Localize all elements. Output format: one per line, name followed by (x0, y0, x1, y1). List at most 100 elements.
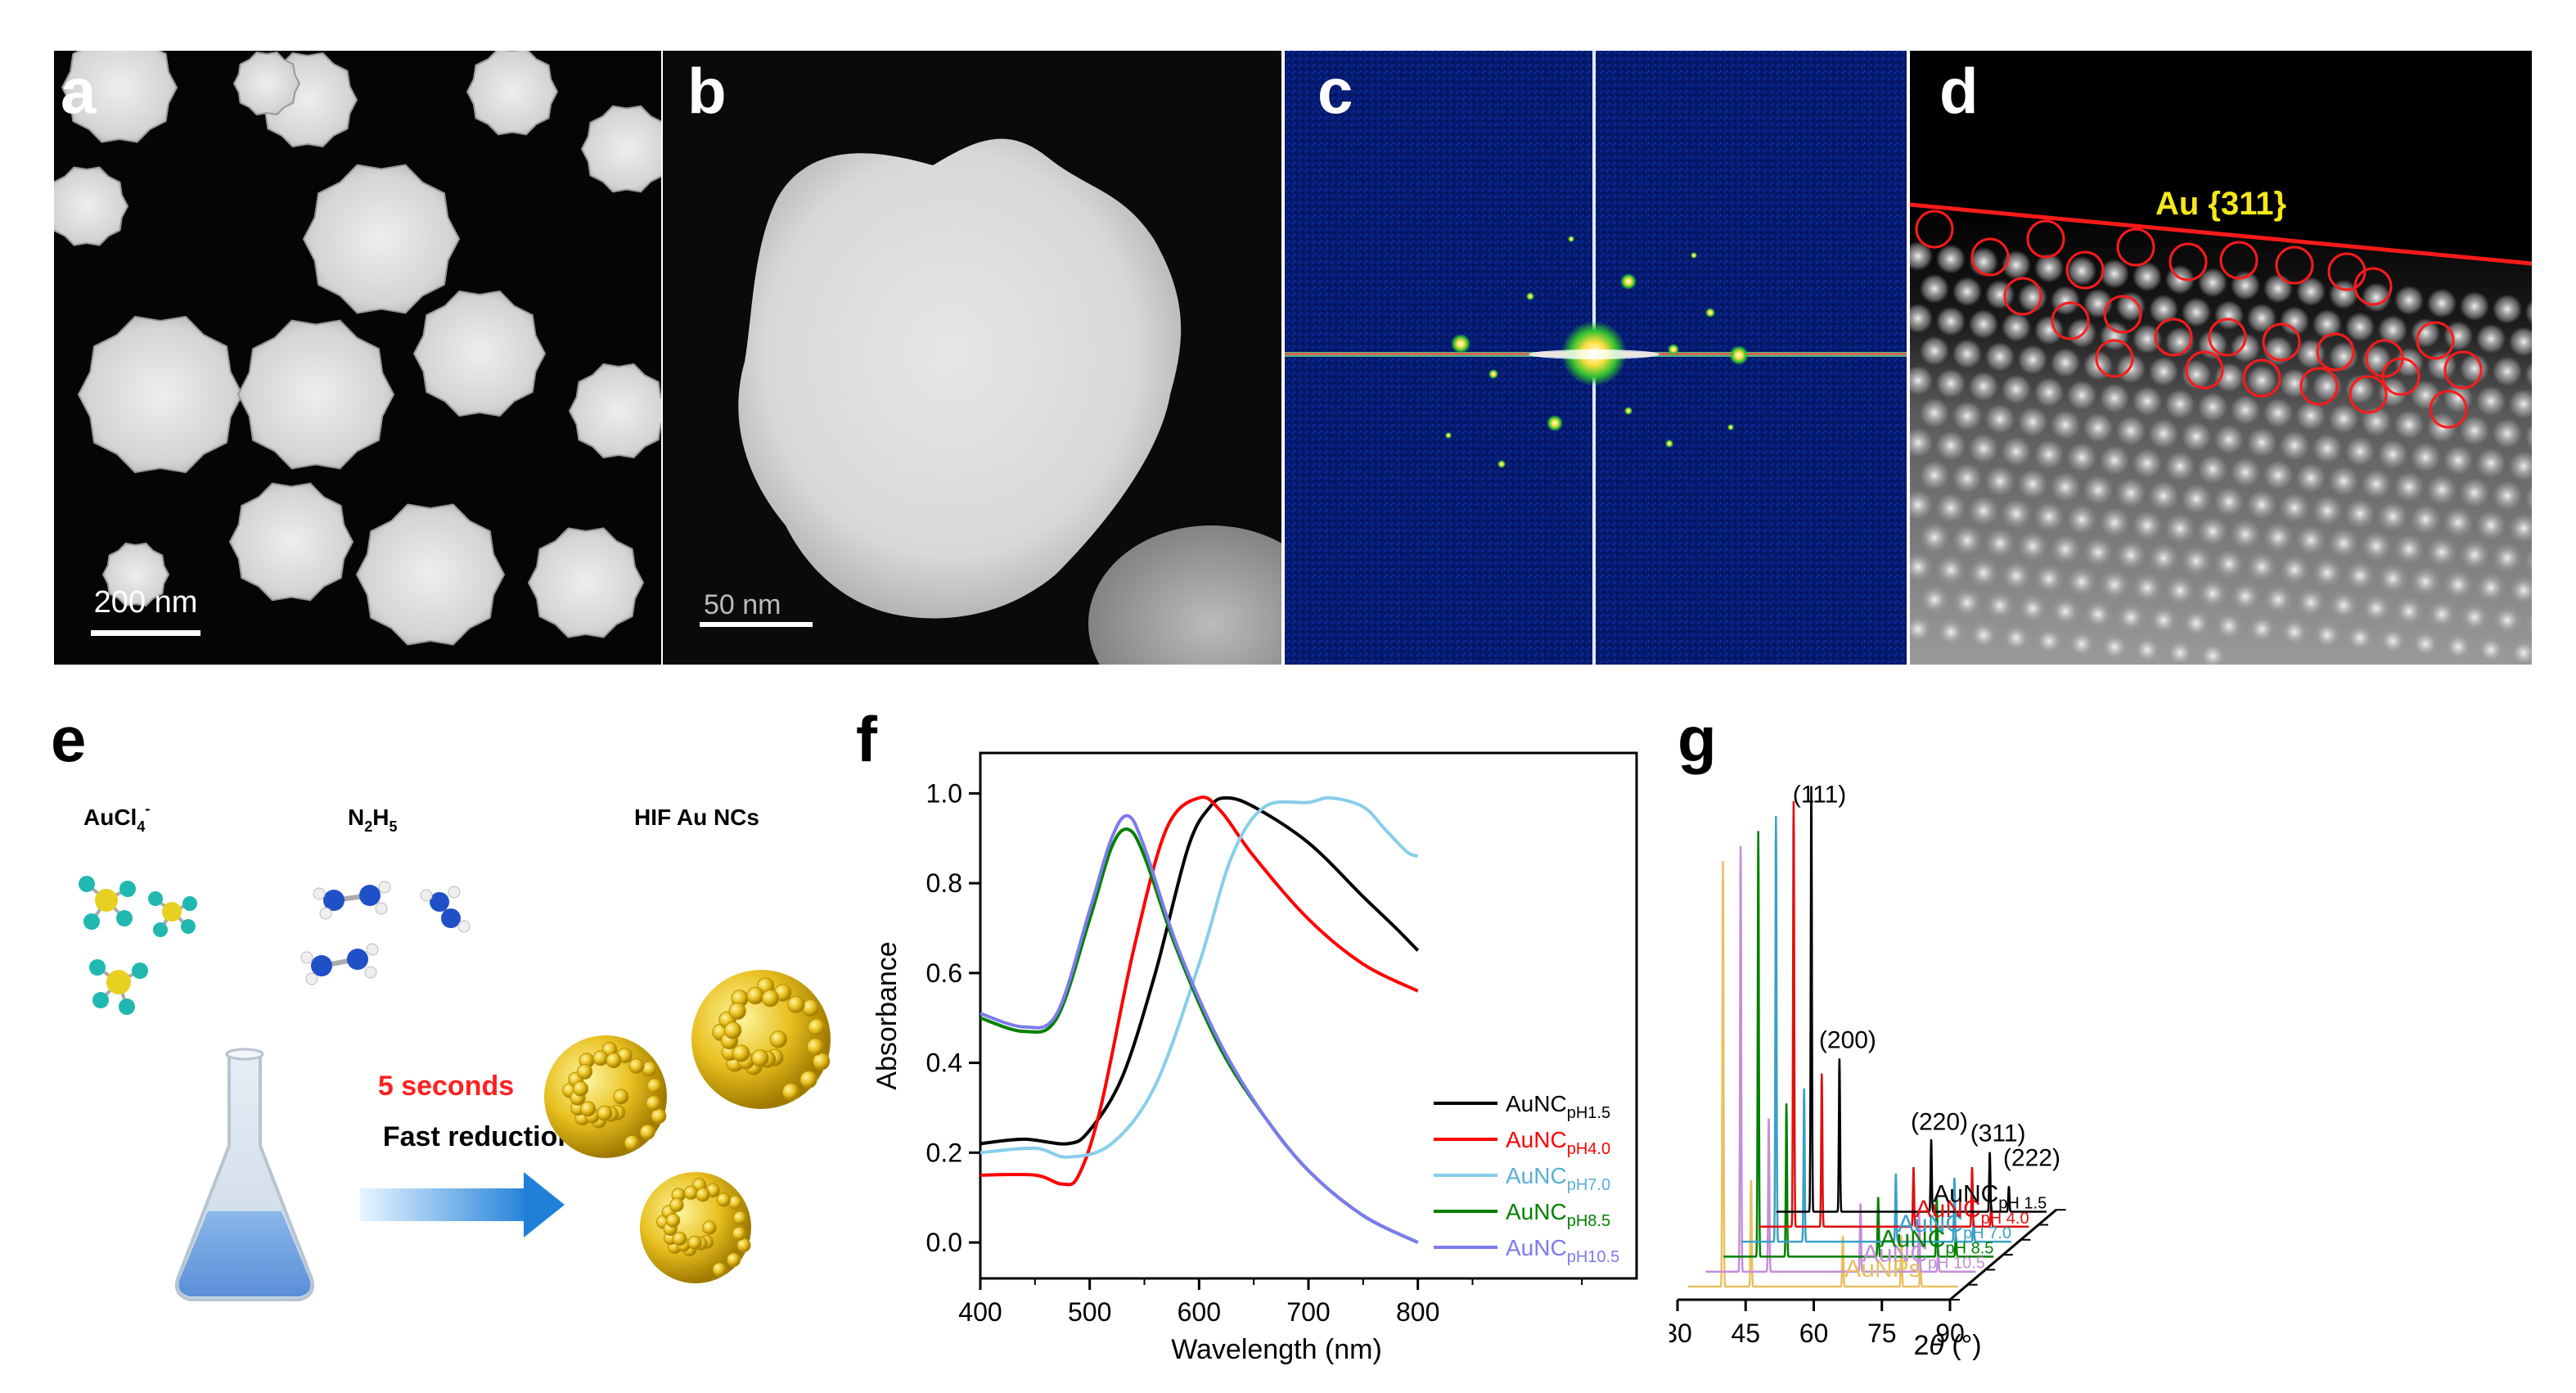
atom-marker-circle (2065, 250, 2105, 290)
atom-column (2198, 516, 2227, 547)
atom-column (2149, 418, 2178, 449)
atom-column (1920, 273, 1949, 304)
atom-column (2231, 270, 2260, 300)
atom-column (2182, 422, 2211, 452)
atom-marker-circle (2242, 358, 2281, 398)
xrd-pattern-pH-4-0 (1759, 800, 2029, 1228)
atom-column (1903, 489, 1933, 520)
atom-column (2263, 273, 2293, 304)
peak-label: (311) (1970, 1120, 2026, 1147)
fft-spot (1620, 273, 1637, 290)
atom-column (2198, 641, 2227, 671)
atom-marker-circle (2051, 301, 2090, 340)
atom-column (2002, 312, 2031, 342)
nanoparticle (580, 105, 673, 193)
xrd-series-label: AuNCpH 8.5 (1880, 1225, 1993, 1257)
scalebar-a (91, 630, 200, 636)
atom-column (1952, 339, 1982, 369)
atom-column (2083, 537, 2113, 567)
atom-column (1920, 336, 1949, 366)
peak-label: (222) (2003, 1145, 2060, 1172)
atom-column (2231, 332, 2260, 363)
atom-column (2018, 407, 2047, 437)
series-line-pH4-0 (980, 796, 1419, 1187)
atom-column (1985, 403, 2015, 434)
atom-column (2329, 466, 2358, 496)
atom-column (2051, 597, 2080, 627)
atom-column (1920, 584, 1949, 615)
atom-column (2263, 522, 2293, 552)
atom-column (2002, 561, 2031, 591)
atom-column (2493, 418, 2522, 449)
nanoparticle (232, 51, 301, 116)
atom-column (2263, 398, 2293, 428)
atom-column (2476, 634, 2506, 665)
reagent-aucl4-label: AuCl4- (83, 800, 150, 835)
atom-column (2198, 579, 2227, 609)
atom-column (2280, 306, 2309, 336)
atom-column (1952, 588, 1982, 618)
series-line-pH8-5 (980, 827, 1419, 1244)
flask-illustration (174, 1048, 315, 1301)
atom-column (2362, 469, 2391, 499)
atom-column (2182, 484, 2211, 514)
atom-column (2509, 327, 2538, 357)
x-axis-label-f: Wavelength (nm) (1171, 1334, 1382, 1365)
atom-column (2411, 629, 2440, 659)
atom-column (2345, 623, 2375, 653)
atom-marker-circle (2416, 321, 2455, 360)
atom-column (2132, 511, 2162, 541)
atom-column (2509, 389, 2538, 419)
atom-column (2394, 534, 2424, 564)
nanoparticle (568, 363, 669, 459)
atom-marker-circle (2381, 357, 2421, 396)
nanoparticle (236, 319, 395, 470)
atom-column (1936, 368, 1966, 399)
panel-f-uvvis-chart: f 400 500 600 700 800 0.0 0.2 0.4 0.6 0.8 1.0 AuNC… (851, 704, 1669, 1383)
atom-column (2378, 626, 2407, 656)
x-tick-label-g: 60 (1799, 1319, 1829, 1348)
fft-spot (1445, 432, 1452, 439)
atom-column (1903, 241, 1933, 271)
y-axis-label-f: Absorbance (871, 941, 903, 1089)
atom-marker-circle (2095, 339, 2134, 378)
atom-column (2280, 493, 2309, 523)
atom-column (2214, 363, 2244, 393)
x-tick-label-g: 30 (1669, 1319, 1692, 1348)
atom-column (1903, 303, 1933, 333)
atom-column (2165, 638, 2195, 668)
n2h5-molecules (300, 881, 471, 985)
atom-column (2034, 315, 2064, 345)
atom-column (2427, 537, 2457, 567)
atom-column (1903, 552, 1933, 582)
atom-column (1969, 620, 1998, 651)
atom-column (2132, 262, 2162, 292)
atom-column (2476, 448, 2506, 478)
fft-spot (1497, 460, 1506, 468)
atom-column (2460, 478, 2489, 508)
atom-column (2296, 525, 2326, 556)
fft-spot (1488, 369, 1498, 379)
atom-column (2411, 504, 2440, 534)
atom-column (2067, 566, 2096, 597)
fft-spot (1451, 334, 1470, 354)
atom-column (2034, 564, 2064, 594)
atom-column (1985, 528, 2015, 558)
x-tick-label-g: 90 (1935, 1319, 1965, 1348)
atom-column (2034, 502, 2064, 532)
atom-column (2018, 469, 2047, 499)
atom-column (2411, 442, 2440, 472)
panel-letter-d: d (1939, 55, 1979, 127)
panel-letter-f: f (856, 703, 877, 775)
atom-column (1969, 372, 1998, 402)
atom-column (2427, 475, 2457, 505)
atom-column (2051, 410, 2080, 440)
atom-column (2247, 303, 2277, 333)
x-axis-label-g: 2θ (°) (1913, 1330, 1981, 1361)
atom-column (2149, 543, 2178, 573)
atom-column (2493, 605, 2522, 635)
xrd-pattern-pH-7-0 (1741, 816, 2011, 1243)
atom-column (2018, 345, 2047, 375)
atom-column (2018, 531, 2047, 561)
series-line-pH7-0 (980, 796, 1419, 1159)
